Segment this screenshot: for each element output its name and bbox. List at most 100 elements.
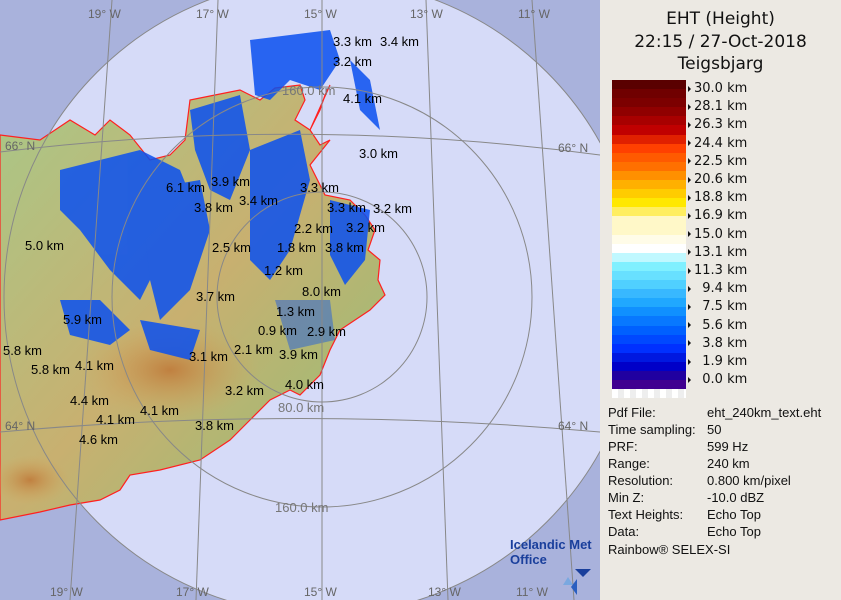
echo-top-label: 3.8 km [325,240,364,255]
info-value: 240 km [707,456,750,471]
info-value: 0.800 km/pixel [707,473,791,488]
scale-tick-label: 9.4 km [688,281,747,296]
echo-top-label: 1.3 km [276,304,315,319]
echo-top-label: 3.2 km [373,201,412,216]
info-value: 599 Hz [707,439,749,454]
longitude-label: 15° W [304,7,337,21]
radar-map-svg: 19° W 17° W 15° W 13° W 11° W 19° W 17° W 15° W… [0,0,600,600]
echo-top-label: 5.8 km [3,343,42,358]
longitude-label: 11° W [516,585,549,599]
no-data-swatch [612,389,686,399]
color-scale-swatch [612,134,686,144]
color-scale-swatch [612,180,686,190]
color-scale-swatch [612,225,686,235]
echo-top-label: 4.4 km [70,393,109,408]
echo-top-label: 3.1 km [189,349,228,364]
color-scale-swatch [612,307,686,317]
info-value: Echo Top [707,507,761,522]
scale-tick-label: 18.8 km [688,190,747,205]
scale-tick-label: 28.1 km [688,99,747,114]
radar-station: Teigsbjarg [677,54,764,74]
color-scale-swatch [612,89,686,99]
imo-logo: Icelandic Met Office [510,537,600,595]
echo-top-label: 0.9 km [258,323,297,338]
echo-top-label: 3.3 km [300,180,339,195]
color-scale-swatch [612,316,686,326]
color-scale-swatch [612,189,686,199]
echo-top-label: 3.9 km [211,174,250,189]
highland-area [80,320,260,420]
echo-top-label: 4.1 km [75,358,114,373]
echo-top-label: 5.8 km [31,362,70,377]
scale-tick-label: 3.8 km [688,336,747,351]
lat-lon-grid [0,0,600,600]
highland-area [0,455,70,505]
scale-tick-label: 30.0 km [688,81,747,96]
scale-tick-label: 1.9 km [688,354,747,369]
info-value: -10.0 dBZ [707,490,765,505]
color-scale-swatch [612,243,686,253]
info-value: 50 [707,422,722,437]
color-scale-swatch [612,80,686,90]
info-key: Time sampling: [608,422,696,437]
scale-tick-label: 22.5 km [688,154,747,169]
echo-top-label: 3.7 km [196,289,235,304]
info-key: Min Z: [608,490,645,505]
echo-top-label: 3.4 km [239,193,278,208]
echo-top-label: 3.0 km [359,146,398,161]
longitude-label: 19° W [88,7,121,21]
color-scale-swatch [612,107,686,117]
info-key: Pdf File: [608,405,656,420]
echo-top-label: 6.1 km [166,180,205,195]
echo-top-label: 5.9 km [63,312,102,327]
info-key: Text Heights: [608,507,684,522]
scale-tick-label: 26.3 km [688,117,747,132]
color-scale-swatch [612,207,686,217]
echo-top-label: 3.8 km [195,418,234,433]
color-scale-swatch [612,234,686,244]
radar-map[interactable]: 19° W 17° W 15° W 13° W 11° W 19° W 17° W 15° W… [0,0,600,600]
scale-tick-label: 5.6 km [688,318,747,333]
credit-text: Rainbow® SELEX-SI [608,542,731,557]
info-value: eht_240km_text.eht [707,405,822,420]
longitude-label: 11° W [518,7,551,21]
color-scale-swatch [612,325,686,335]
latitude-label: 64° N [5,419,35,433]
echo-top-label: 1.2 km [264,263,303,278]
longitude-label: 17° W [176,585,209,599]
echo-top-label: 3.3 km [333,34,372,49]
color-scale-swatch [612,343,686,353]
echo-top-label: 3.2 km [333,54,372,69]
latitude-label: 64° N [558,419,588,433]
legend-panel: EHT (Height) 22:15 / 27-Oct-2018 Teigsbj… [600,0,841,600]
color-scale-swatch [612,371,686,381]
scale-tick-label: 15.0 km [688,227,747,242]
latitude-label: 66° N [558,141,588,155]
echo-top-label: 3.3 km [327,200,366,215]
info-key: PRF: [608,439,638,454]
echo-top-label: 1.8 km [277,240,316,255]
color-scale-swatch [612,216,686,226]
color-scale-swatch [612,152,686,162]
echo-top-label: 4.1 km [96,412,135,427]
echo-top-label: 3.4 km [380,34,419,49]
range-ring-label: 160.0 km [282,83,335,98]
imo-logo-icon [563,569,591,595]
info-key: Data: [608,524,640,539]
echo-top-label: 4.1 km [343,91,382,106]
echo-top-label: 3.9 km [279,347,318,362]
longitude-label: 13° W [428,585,461,599]
scale-tick-label: 0.0 km [688,372,747,387]
info-value: Echo Top [707,524,761,539]
echo-top-label: 3.2 km [346,220,385,235]
latitude-label: 66° N [5,139,35,153]
info-key: Resolution: [608,473,674,488]
echo-top-label: 4.0 km [285,377,324,392]
product-title: EHT (Height) [666,9,775,29]
color-scale-swatch [612,143,686,153]
scale-tick-label: 13.1 km [688,245,747,260]
echo-top-label: 2.2 km [294,221,333,236]
longitude-label: 13° W [410,7,443,21]
range-ring-label: 160.0 km [275,500,328,515]
echo-top-label: 2.5 km [212,240,251,255]
